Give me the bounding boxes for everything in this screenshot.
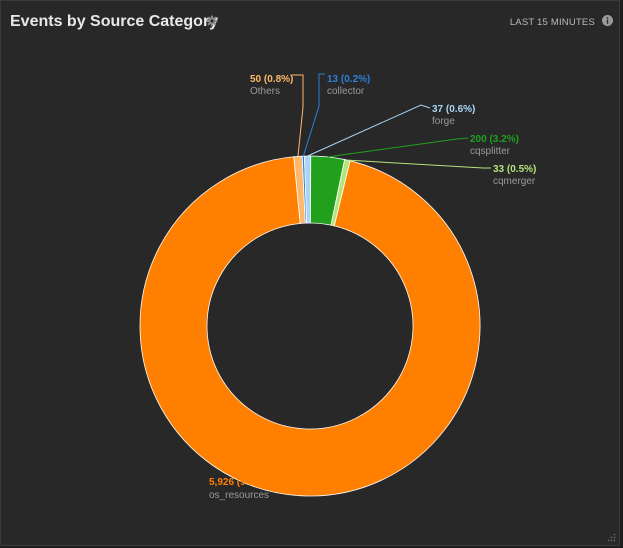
leader-line-cqmerger: [347, 159, 491, 169]
leader-line-forge: [307, 104, 431, 157]
gear-icon[interactable]: [206, 15, 218, 27]
panel-title: Events by Source Category: [10, 13, 219, 30]
data-label-os-resources: 5,926 (94.7%): [209, 477, 272, 488]
category-label-others: Others: [250, 86, 280, 97]
resize-handle-icon[interactable]: [606, 532, 616, 542]
data-label-cqsplitter: 200 (3.2%): [470, 134, 519, 145]
data-label-others: 50 (0.8%): [250, 74, 293, 85]
leader-line-cqsplitter: [327, 137, 469, 158]
category-label-forge: forge: [432, 116, 455, 127]
time-range-label[interactable]: LAST 15 MINUTES: [509, 17, 595, 28]
panel-header: Events by Source Category LAST 15 MINUTE…: [1, 1, 619, 45]
category-label-os-resources: os_resources: [209, 490, 269, 501]
leader-line-others: [292, 74, 304, 157]
slice-os-resources[interactable]: [139, 156, 481, 497]
category-label-cqmerger: cqmerger: [493, 176, 536, 187]
leader-line-os-resources: [286, 477, 299, 496]
data-label-forge: 37 (0.6%): [432, 104, 475, 115]
data-label-cqmerger: 33 (0.5%): [493, 164, 536, 175]
info-icon[interactable]: [602, 15, 613, 26]
leader-line-collector: [302, 73, 325, 157]
category-label-cqsplitter: cqsplitter: [470, 146, 511, 157]
category-label-collector: collector: [327, 86, 365, 97]
data-label-collector: 13 (0.2%): [327, 74, 370, 85]
